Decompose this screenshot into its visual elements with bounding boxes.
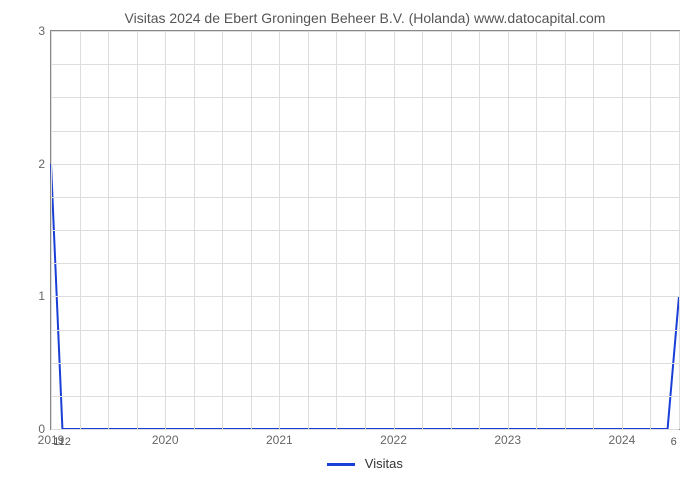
chart-container: Visitas 2024 de Ebert Groningen Beheer B… — [0, 0, 700, 500]
legend-label: Visitas — [365, 456, 403, 471]
legend: Visitas — [50, 456, 680, 471]
chart-title: Visitas 2024 de Ebert Groningen Beheer B… — [50, 10, 680, 26]
gridline-h — [51, 429, 679, 430]
annotation: 112 — [53, 436, 71, 448]
legend-swatch — [327, 463, 355, 466]
plot-area: 01232019202020212022202320241126 — [50, 30, 680, 430]
gridline-h — [51, 197, 679, 198]
gridline-h — [51, 131, 679, 132]
gridline-h — [51, 330, 679, 331]
gridline-h — [51, 263, 679, 264]
xtick-label: 2021 — [266, 429, 293, 447]
annotation: 6 — [671, 436, 677, 448]
ytick-label: 3 — [38, 24, 51, 38]
gridline-h — [51, 363, 679, 364]
ytick-label: 1 — [38, 289, 51, 303]
xtick-label: 2024 — [609, 429, 636, 447]
gridline-h — [51, 230, 679, 231]
gridline-h — [51, 97, 679, 98]
xtick-label: 2023 — [494, 429, 521, 447]
ytick-label: 2 — [38, 157, 51, 171]
gridline-h — [51, 64, 679, 65]
gridline-h — [51, 164, 679, 165]
gridline-h — [51, 296, 679, 297]
gridline-v — [679, 31, 680, 429]
xtick-label: 2020 — [152, 429, 179, 447]
gridline-h — [51, 31, 679, 32]
gridline-h — [51, 396, 679, 397]
xtick-label: 2022 — [380, 429, 407, 447]
